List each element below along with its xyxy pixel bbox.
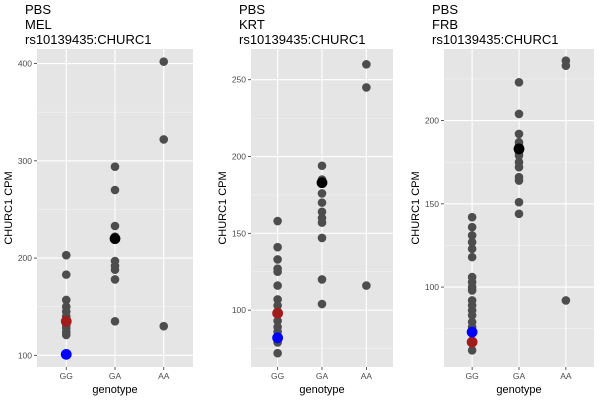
- data-point: [110, 316, 120, 326]
- highlight-point: [316, 177, 328, 189]
- data-point: [110, 265, 120, 275]
- data-point: [317, 207, 327, 217]
- y-tick-label: 250: [232, 75, 246, 85]
- data-point: [467, 311, 477, 320]
- x-tick-label: GG: [271, 371, 284, 381]
- data-point: [273, 216, 282, 226]
- x-tick-label: GA: [109, 371, 122, 381]
- data-point: [61, 270, 71, 279]
- panel-title-line: FRB: [432, 17, 458, 32]
- x-tick-label: GA: [316, 371, 329, 381]
- y-axis-title: CHURC1 CPM: [410, 171, 422, 244]
- data-point: [273, 267, 282, 277]
- data-point: [273, 301, 282, 310]
- highlight-point: [272, 332, 284, 344]
- data-point: [467, 231, 477, 240]
- y-tick-label: 150: [232, 228, 246, 238]
- data-point: [514, 209, 524, 219]
- panel-title-line: rs10139435:CHURC1: [239, 32, 365, 47]
- data-point: [273, 295, 282, 304]
- data-point: [273, 255, 282, 264]
- x-tick-label: AA: [158, 371, 170, 381]
- y-tick-label: 200: [425, 116, 439, 126]
- data-point: [561, 296, 571, 305]
- y-tick-label: 400: [18, 59, 32, 69]
- x-tick-label: GG: [60, 371, 73, 381]
- data-point: [110, 275, 120, 284]
- data-point: [362, 281, 371, 290]
- data-point: [61, 250, 71, 260]
- highlight-point: [513, 143, 525, 155]
- x-axis-title: genotype: [299, 384, 344, 396]
- highlight-point: [60, 315, 72, 327]
- panel-title-line: PBS: [432, 2, 458, 17]
- data-point: [467, 252, 477, 262]
- data-point: [317, 218, 327, 227]
- data-point: [362, 60, 371, 69]
- panel-title-line: PBS: [239, 2, 265, 17]
- panel-title-line: PBS: [25, 2, 51, 17]
- data-point: [514, 162, 524, 172]
- data-point: [514, 197, 524, 207]
- data-point: [110, 162, 120, 171]
- data-point: [467, 244, 477, 254]
- y-axis-title: CHURC1 CPM: [217, 171, 229, 244]
- y-tick-label: 200: [18, 253, 32, 263]
- data-point: [159, 135, 169, 144]
- y-tick-label: 300: [18, 156, 32, 166]
- highlight-point: [466, 336, 478, 348]
- data-point: [61, 295, 71, 305]
- x-axis-title: genotype: [496, 384, 541, 396]
- data-point: [561, 61, 571, 70]
- y-tick-label: 150: [425, 199, 439, 209]
- data-point: [110, 221, 120, 231]
- data-point: [467, 286, 477, 295]
- panel-title-line: MEL: [25, 17, 52, 32]
- chart-panel-3: 100 150 200 GG GA AA genotype CHURC1 CPM PBSFRBr…: [410, 2, 594, 396]
- panel-title-line: rs10139435:CHURC1: [25, 32, 151, 47]
- y-tick-label: 100: [232, 305, 246, 315]
- data-point: [273, 281, 282, 290]
- x-tick-label: GG: [466, 371, 479, 381]
- y-tick-label: 200: [232, 152, 246, 162]
- data-point: [61, 330, 71, 340]
- x-tick-label: AA: [560, 371, 572, 381]
- x-axis-title: genotype: [92, 384, 137, 396]
- y-axis-title: CHURC1 CPM: [3, 171, 15, 244]
- highlight-point: [466, 326, 478, 338]
- data-point: [317, 299, 327, 309]
- data-point: [317, 189, 327, 198]
- data-point: [467, 222, 477, 232]
- data-point: [317, 161, 327, 171]
- data-point: [110, 185, 120, 195]
- panel-title-line: rs10139435:CHURC1: [432, 32, 558, 47]
- data-point: [317, 198, 327, 207]
- highlight-point: [272, 307, 284, 319]
- data-point: [159, 321, 169, 331]
- y-tick-label: 100: [425, 282, 439, 292]
- x-tick-label: AA: [361, 371, 373, 381]
- data-point: [273, 242, 282, 252]
- data-point: [317, 275, 327, 284]
- highlight-point: [109, 233, 121, 245]
- data-point: [467, 212, 477, 222]
- data-point: [362, 83, 371, 92]
- data-point: [514, 129, 524, 139]
- data-point: [159, 57, 169, 66]
- x-tick-label: GA: [513, 371, 526, 381]
- data-point: [467, 346, 477, 355]
- data-point: [467, 237, 477, 247]
- data-point: [514, 176, 524, 185]
- data-point: [514, 109, 524, 119]
- chart-panel-1: 100 200 300 400 GG GA AA genotype CHURC1 CPM PBSM…: [3, 2, 193, 396]
- data-point: [514, 77, 524, 87]
- panel-title-line: KRT: [239, 17, 265, 32]
- y-tick-label: 100: [18, 350, 32, 360]
- data-point: [317, 233, 327, 243]
- data-point: [273, 316, 282, 326]
- chart-panel-2: 100 150 200 250 GG GA AA genotype CHURC1 CPM PBSK…: [217, 2, 393, 396]
- data-point: [273, 348, 282, 358]
- highlight-point: [60, 348, 72, 360]
